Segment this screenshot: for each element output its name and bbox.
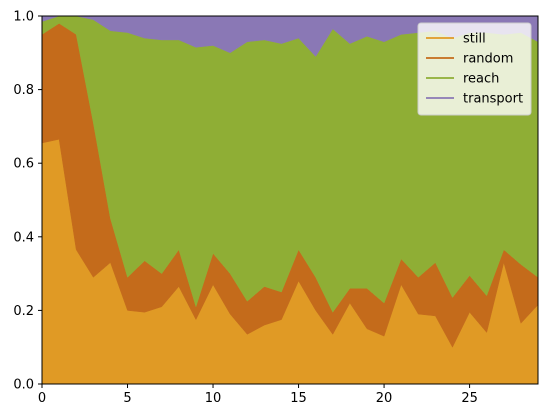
legend: still random reach transport	[417, 22, 532, 116]
legend-box	[417, 22, 532, 116]
y-axis: 0.0 0.2 0.4 0.6 0.8 1.0	[13, 10, 42, 393]
x-tick-label: 10	[205, 391, 222, 406]
x-tick-label: 25	[461, 391, 478, 406]
x-tick-label: 20	[376, 391, 393, 406]
y-tick-label: 0.2	[13, 304, 34, 319]
legend-label-still: still	[463, 32, 486, 47]
legend-label-transport: transport	[463, 92, 523, 107]
area-transport	[42, 16, 538, 57]
y-tick-label: 0.4	[13, 230, 34, 245]
y-tick-label: 1.0	[13, 10, 34, 25]
x-tick-label: 0	[38, 391, 46, 406]
plot-area	[42, 16, 538, 384]
axes-frame	[41, 15, 539, 385]
legend-label-random: random	[463, 52, 513, 67]
x-tick-label: 15	[290, 391, 307, 406]
y-tick-label: 0.6	[13, 157, 34, 172]
x-tick-label: 5	[123, 391, 131, 406]
y-tick-label: 0.0	[13, 378, 34, 393]
y-tick-label: 0.8	[13, 83, 34, 98]
legend-label-reach: reach	[463, 72, 499, 87]
x-axis: 0 5 10 15 20 25	[38, 384, 478, 406]
